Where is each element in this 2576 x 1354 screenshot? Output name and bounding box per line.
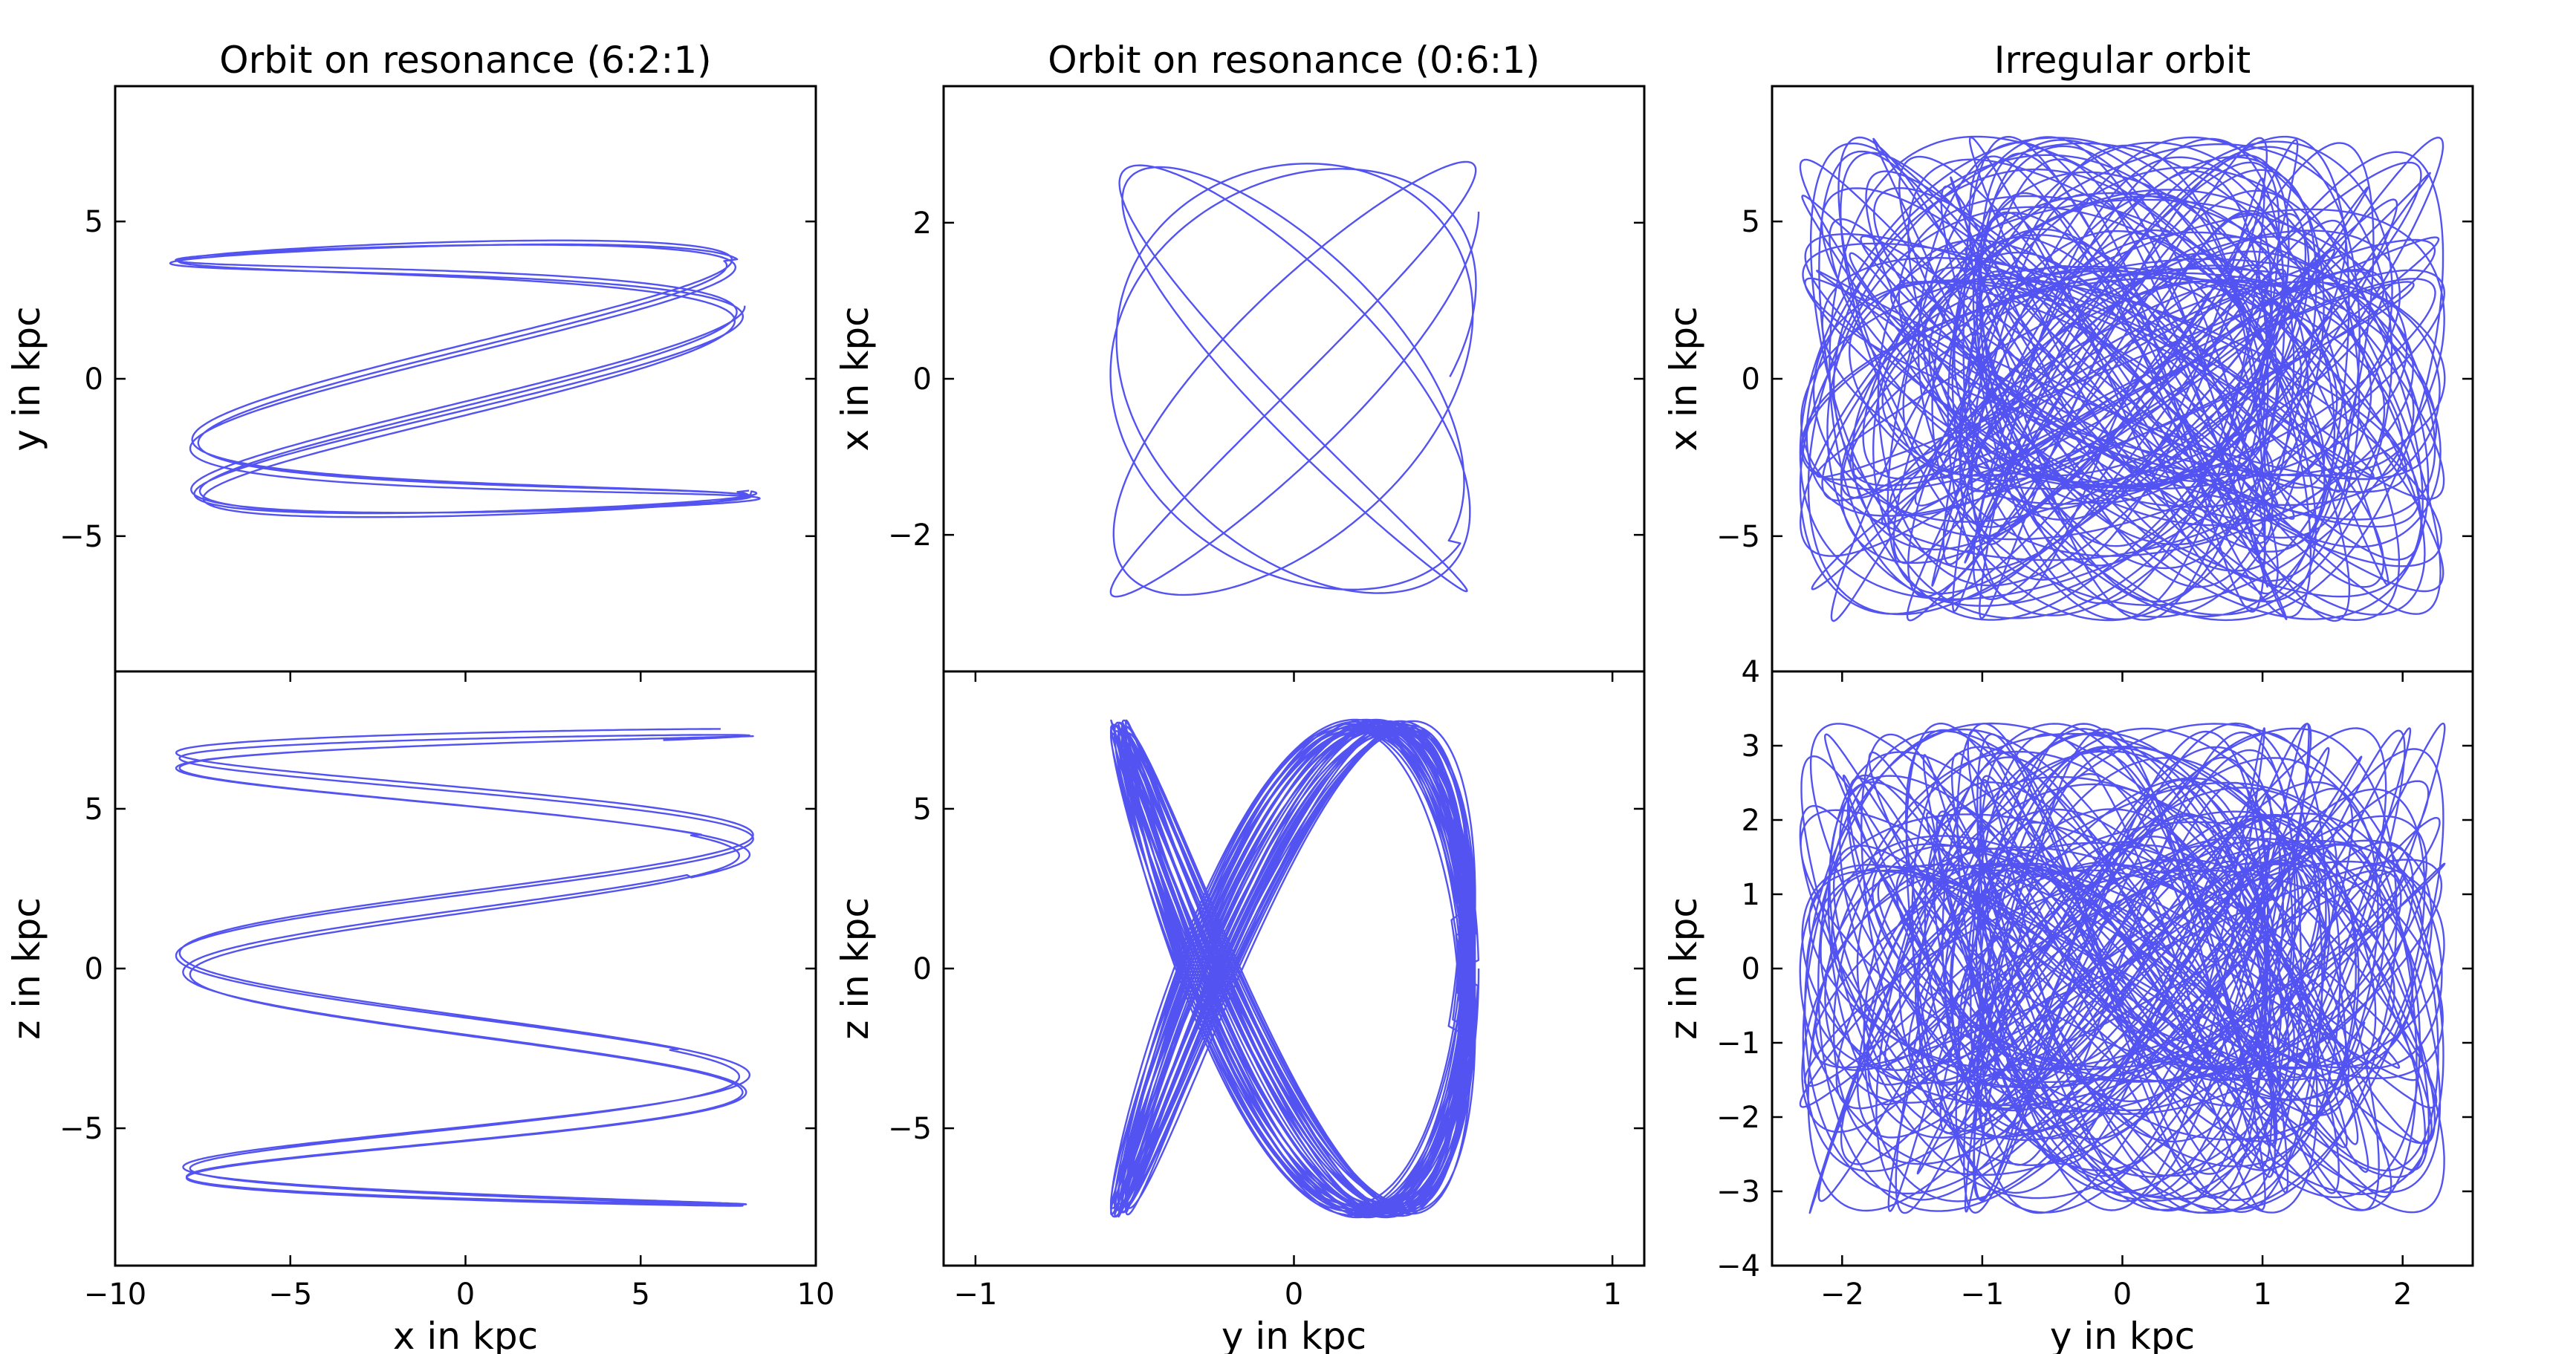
y-axis-label: y in kpc [5,306,48,451]
y-axis-label: z in kpc [1662,897,1705,1040]
y-tick-label: −5 [59,520,103,554]
x-tick-label: 0 [1285,1277,1303,1312]
panel-title: Irregular orbit [1994,39,2251,82]
panel-bottom-left: −5 0 5 −10 −5 0 5 10 z in kpc x in kpc [5,670,835,1354]
y-tick-label: 0 [1742,362,1760,397]
y-tick-label: 5 [85,205,103,239]
x-axis-label: y in kpc [2050,1315,2195,1354]
x-tick-label: −1 [953,1277,997,1312]
y-axis-label: z in kpc [834,897,877,1040]
x-tick-label: −2 [1820,1277,1864,1312]
orbit-line-top-right [1799,135,2446,622]
panel-title: Orbit on resonance (6:2:1) [219,39,711,82]
y-tick-label: 5 [85,792,103,827]
x-tick-label: 0 [456,1277,475,1312]
y-tick-label: 2 [1742,804,1760,838]
panel-top-middle: −2 0 2 x in kpc Orbit on resonance (0:6:1) [834,39,1646,673]
axes-frame-top-left [114,85,817,673]
y-tick-label: −5 [1716,520,1760,554]
y-axis-label: x in kpc [834,306,877,451]
x-tick-label: −10 [84,1277,146,1312]
x-tick-label: 5 [632,1277,650,1312]
y-tick-label: 4 [1742,655,1760,689]
x-tick-label: 2 [2393,1277,2412,1312]
y-axis-label: z in kpc [5,897,48,1040]
x-axis-label: y in kpc [1222,1315,1366,1354]
x-tick-label: 10 [797,1277,835,1312]
x-tick-label: 1 [2253,1277,2271,1312]
y-tick-label: 2 [913,206,932,241]
y-tick-label: −3 [1716,1175,1760,1209]
y-tick-label: −2 [888,518,932,553]
x-tick-label: −1 [1960,1277,2004,1312]
y-tick-label: 0 [913,362,932,397]
orbit-line-bottom-left [175,728,754,1207]
x-tick-label: 0 [2113,1277,2132,1312]
x-tick-label: −5 [268,1277,312,1312]
axes-frame-bottom-left [114,670,817,1267]
y-tick-label: 0 [913,952,932,986]
y-axis-label: x in kpc [1662,306,1705,451]
y-tick-label: −2 [1716,1101,1760,1135]
y-tick-label: 3 [1742,729,1760,764]
y-tick-label: 5 [913,792,932,827]
x-tick-label: 1 [1603,1277,1621,1312]
y-tick-label: 5 [1742,205,1760,239]
orbit-line-top-left [169,239,761,518]
y-tick-label: 0 [85,362,103,397]
y-tick-label: −5 [59,1112,103,1146]
x-axis-label: x in kpc [393,1315,538,1354]
panel-bottom-middle: −5 0 5 −1 0 1 z in kpc y in kpc [834,670,1646,1354]
panel-title: Orbit on resonance (0:6:1) [1048,39,1540,82]
y-tick-label: 1 [1742,878,1760,912]
y-tick-label: −4 [1716,1249,1760,1283]
panel-bottom-right: −4 −3 −2 −1 0 1 2 3 4 −2 −1 0 1 2 z in kpc y in kpc [1662,655,2474,1354]
y-tick-label: −5 [888,1112,932,1146]
panel-top-left: −5 0 5 y in kpc Orbit on resonance (6:2:1) [5,39,817,673]
orbit-line-bottom-middle [1109,718,1480,1219]
panel-top-right: −5 0 5 x in kpc Irregular orbit [1662,39,2474,673]
orbit-line-top-middle [1109,160,1480,598]
y-tick-label: 0 [1742,952,1760,986]
orbit-line-bottom-right [1799,722,2446,1214]
y-tick-label: 0 [85,952,103,986]
y-tick-label: −1 [1716,1026,1760,1061]
